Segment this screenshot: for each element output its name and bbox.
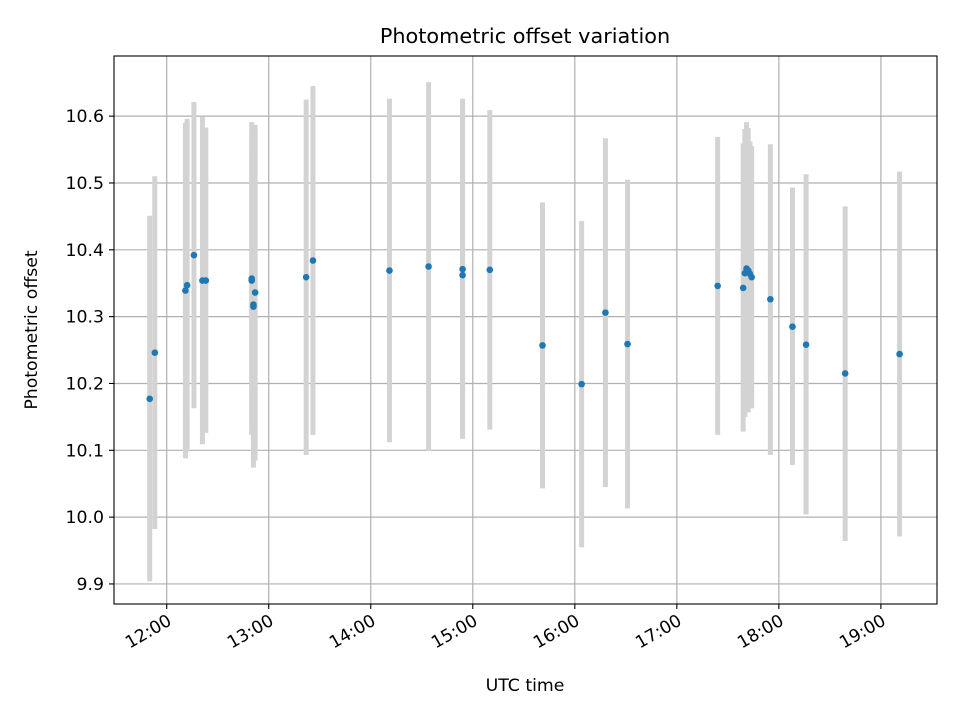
data-point [767, 295, 774, 303]
y-tick-label: 10.2 [66, 374, 104, 394]
y-tick-label: 10.6 [66, 107, 104, 127]
y-tick-label: 10.1 [66, 441, 104, 461]
data-point [624, 340, 631, 348]
data-point [250, 303, 257, 310]
data-point [459, 271, 466, 279]
data-point [459, 265, 466, 273]
data-point [802, 341, 810, 349]
data-point [202, 277, 210, 284]
data-point [248, 275, 256, 282]
data-point [539, 342, 546, 349]
data-point [578, 380, 585, 388]
data-point [151, 349, 159, 357]
y-tick-label: 10.5 [66, 174, 104, 194]
chart-title: Photometric offset variation [380, 24, 670, 48]
data-point [182, 287, 189, 294]
x-axis-title: UTC time [486, 676, 565, 696]
y-axis-ticks: 9.9 10.0 10.1 10.2 10.3 10.4 10.5 10.6 [66, 107, 114, 595]
y-axis-title: Photometric offset [22, 250, 42, 410]
data-points [146, 251, 903, 403]
data-point [714, 282, 721, 290]
y-tick-label: 10.0 [66, 508, 104, 528]
x-gridlines [166, 56, 882, 604]
data-point [748, 273, 755, 281]
data-point [190, 251, 198, 259]
data-point [789, 323, 796, 330]
y-tick-label: 10.4 [66, 241, 104, 261]
data-point [302, 273, 310, 281]
data-point [425, 263, 432, 270]
data-point [602, 309, 609, 316]
data-point [386, 267, 393, 274]
data-point [896, 350, 903, 358]
data-point [841, 370, 849, 377]
data-point [309, 257, 317, 264]
data-point [739, 284, 747, 292]
data-point [183, 281, 191, 289]
data-point [146, 395, 154, 403]
data-point [486, 266, 494, 274]
y-tick-label: 9.9 [77, 575, 104, 595]
plot-frame [113, 55, 938, 605]
data-point [251, 289, 259, 296]
y-tick-label: 10.3 [66, 308, 104, 328]
